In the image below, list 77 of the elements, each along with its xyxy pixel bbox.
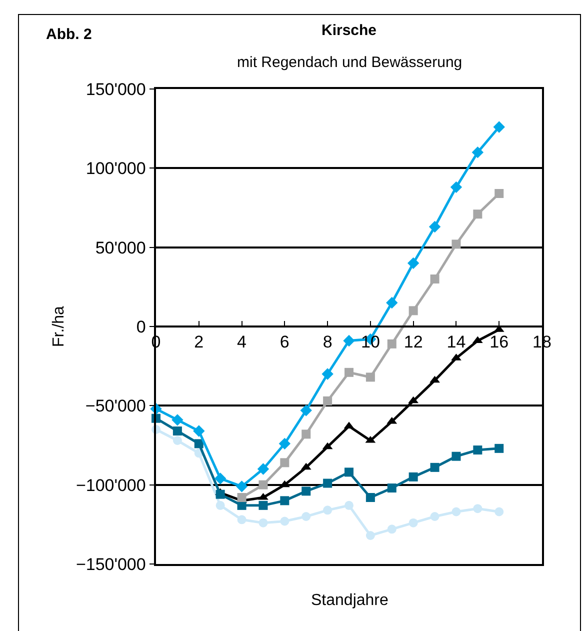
point xyxy=(258,518,268,528)
point xyxy=(343,334,355,347)
x-tick-label: 6 xyxy=(280,332,290,352)
point xyxy=(452,507,461,516)
point xyxy=(430,274,440,284)
point xyxy=(194,439,204,448)
point xyxy=(387,524,396,534)
chart-subtitle: mit Regendach und Bewässerung xyxy=(237,54,462,71)
point xyxy=(494,507,504,516)
x-axis-title: Standjahre xyxy=(311,592,388,609)
point xyxy=(302,486,311,496)
x-tick-label: 8 xyxy=(322,332,332,352)
point xyxy=(302,430,311,439)
y-tick-label: −50'000 xyxy=(85,396,146,416)
y-tick-label: 150'000 xyxy=(86,80,146,99)
point xyxy=(407,257,420,270)
point xyxy=(258,500,268,510)
point xyxy=(257,463,270,475)
y-tick-label: −150'000 xyxy=(76,554,146,574)
point xyxy=(408,306,418,316)
point xyxy=(172,426,182,436)
y-tick-label: 50'000 xyxy=(95,238,146,258)
point xyxy=(216,500,225,510)
point xyxy=(494,189,504,198)
point xyxy=(193,425,205,437)
point xyxy=(430,512,440,521)
point xyxy=(280,496,290,506)
point xyxy=(258,480,268,490)
point xyxy=(452,240,461,249)
point xyxy=(323,478,332,488)
point xyxy=(473,446,482,454)
point xyxy=(428,220,441,233)
point xyxy=(322,368,334,380)
point xyxy=(450,181,462,194)
point xyxy=(214,472,226,484)
point xyxy=(280,516,290,526)
point xyxy=(323,506,332,515)
x-tick-label: 16 xyxy=(490,332,509,352)
caption: Abb. 2 xyxy=(46,26,92,43)
point xyxy=(387,339,396,348)
point xyxy=(300,404,312,416)
point xyxy=(494,444,504,453)
point xyxy=(473,504,482,514)
point xyxy=(452,452,461,461)
point xyxy=(280,458,290,468)
point xyxy=(344,368,354,377)
y-axis-title: Fr./ha xyxy=(50,306,68,347)
point xyxy=(430,376,440,383)
point xyxy=(408,518,418,528)
point xyxy=(473,210,482,219)
point xyxy=(366,372,375,382)
point xyxy=(323,396,332,406)
x-tick-label: 4 xyxy=(237,332,247,352)
point xyxy=(172,436,182,445)
x-tick-label: 12 xyxy=(404,332,423,352)
y-tick-label: 100'000 xyxy=(86,159,146,178)
point xyxy=(387,484,396,492)
point xyxy=(493,121,505,133)
point xyxy=(386,296,398,309)
point xyxy=(344,500,354,510)
point xyxy=(302,512,311,521)
point xyxy=(237,515,246,524)
point xyxy=(278,438,291,450)
chart-title: Kirsche xyxy=(321,22,377,39)
y-tick-label: 0 xyxy=(136,317,146,336)
point xyxy=(430,462,440,472)
point xyxy=(408,472,418,482)
point xyxy=(344,468,354,477)
y-tick-label: −100'000 xyxy=(76,476,146,495)
point xyxy=(366,493,375,502)
x-tick-label: 14 xyxy=(446,332,466,352)
point xyxy=(366,531,375,540)
point xyxy=(237,493,246,502)
point xyxy=(472,146,484,158)
point xyxy=(172,414,184,426)
point xyxy=(236,480,248,492)
x-tick-label: 2 xyxy=(194,332,204,352)
